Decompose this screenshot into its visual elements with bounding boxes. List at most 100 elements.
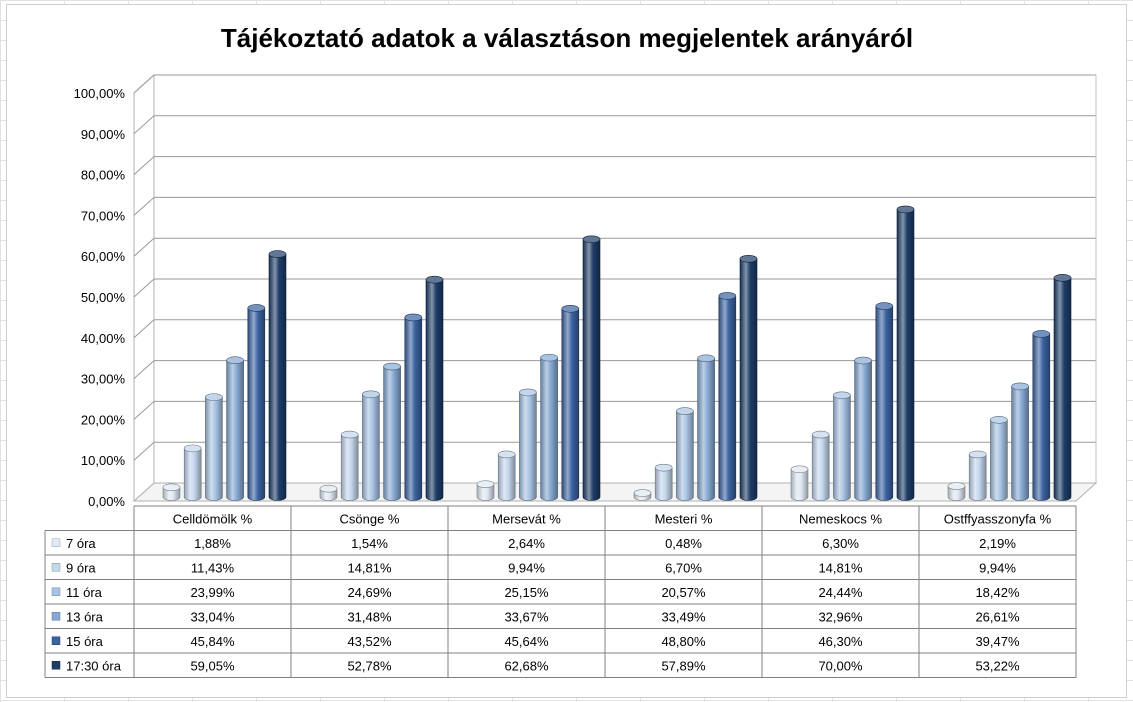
y-tick-label: 10,00% (81, 453, 126, 468)
legend-key (51, 538, 61, 547)
data-label: 6,70% (665, 560, 702, 575)
bar (425, 275, 444, 501)
bar (247, 304, 266, 501)
bar (1053, 274, 1072, 501)
data-label: 32,96% (818, 609, 863, 624)
y-tick-label: 100,00% (74, 86, 126, 101)
chart-area[interactable]: Tájékoztató adatok a választáson megjele… (6, 4, 1127, 698)
data-label: 57,89% (661, 658, 706, 673)
y-tick-label: 80,00% (81, 168, 126, 183)
gridline (133, 278, 1096, 298)
bar (854, 356, 872, 501)
data-label: 18,42% (975, 585, 1020, 600)
data-label: 11,43% (191, 560, 235, 575)
data-label: 9,94% (508, 560, 545, 575)
gridline (133, 196, 1096, 216)
bar (183, 444, 202, 501)
y-tick-label: 90,00% (81, 127, 126, 142)
data-label: 1,54% (351, 536, 388, 551)
category-label: Csönge % (340, 511, 400, 526)
bar (519, 388, 537, 501)
gridline (133, 360, 1096, 379)
data-label: 1,88% (194, 536, 231, 551)
gridline (133, 115, 1096, 135)
data-label: 45,84% (190, 634, 235, 649)
series-label: 9 óra (66, 560, 96, 575)
data-label: 14,81% (818, 560, 863, 575)
legend-key (51, 636, 61, 645)
bar (362, 390, 380, 501)
data-label: 70,00% (818, 658, 863, 673)
y-axis: 0,00% 10,00% 20,00% 30,00% 40,00% 50,00% 60,00… (74, 86, 126, 509)
category-label: Ostffyasszonyfa % (944, 511, 1052, 526)
gridline (133, 319, 1096, 339)
data-label: 24,44% (818, 585, 863, 600)
series-label: 17:30 óra (66, 658, 122, 673)
data-label: 46,30% (818, 634, 863, 649)
bar (1032, 330, 1051, 501)
data-label: 39,47% (975, 634, 1020, 649)
series-label: 15 óra (66, 634, 104, 649)
bar (790, 465, 809, 501)
data-label: 25,15% (504, 585, 549, 600)
data-label: 20,57% (661, 585, 706, 600)
data-label: 6,30% (822, 536, 859, 551)
series-label: 11 óra (66, 585, 103, 600)
data-label: 9,94% (979, 560, 1016, 575)
category-label: Mesteri % (655, 511, 713, 526)
data-label: 48,80% (661, 634, 706, 649)
category-label: Mersevát % (492, 511, 561, 526)
y-tick-label: 0,00% (88, 494, 125, 509)
bar (739, 255, 758, 501)
gridline (133, 237, 1096, 257)
y-tick-label: 60,00% (81, 249, 126, 264)
data-label: 0,48% (665, 536, 702, 551)
chart-title: Tájékoztató adatok a választáson megjele… (221, 23, 913, 53)
data-label: 14,81% (347, 560, 392, 575)
bar (582, 235, 601, 501)
bar (205, 393, 223, 501)
bar (319, 484, 338, 501)
legend-key (51, 661, 61, 670)
data-table: Celldömölk % Csönge % Mersevát % Mesteri % N… (44, 505, 1077, 678)
bar (476, 480, 495, 501)
bar (718, 292, 737, 501)
bar (676, 407, 694, 501)
bar (383, 362, 401, 501)
data-label: 26,61% (975, 609, 1020, 624)
gridline (133, 156, 1096, 175)
legend-key (51, 587, 61, 596)
bar (340, 430, 359, 501)
y-tick-label: 40,00% (81, 331, 126, 346)
bar (1011, 382, 1029, 501)
data-label: 24,69% (347, 585, 392, 600)
data-label: 33,67% (504, 609, 549, 624)
chart-svg: Tájékoztató adatok a választáson megjele… (44, 23, 1098, 678)
bar (875, 302, 894, 501)
series-label: 7 óra (66, 536, 96, 551)
data-label: 33,04% (190, 609, 235, 624)
y-tick-label: 30,00% (81, 372, 126, 387)
bar (947, 482, 966, 501)
legend-key (51, 563, 61, 572)
gridline (133, 74, 1096, 94)
data-label: 23,99% (190, 585, 235, 600)
data-label: 53,22% (975, 658, 1020, 673)
bar (697, 354, 715, 501)
data-label: 52,78% (347, 658, 392, 673)
data-label: 2,19% (979, 536, 1016, 551)
data-label: 43,52% (347, 634, 392, 649)
bars (162, 205, 1072, 501)
data-label: 2,64% (508, 536, 545, 551)
bar (896, 205, 915, 501)
legend-key (51, 612, 61, 621)
bar (268, 250, 287, 501)
bar (404, 313, 423, 501)
bar (162, 483, 181, 501)
series-label: 13 óra (66, 609, 104, 624)
data-label: 59,05% (190, 658, 235, 673)
bar (497, 450, 516, 501)
y-tick-label: 70,00% (81, 208, 126, 223)
bar (654, 463, 673, 501)
gridline (133, 400, 1096, 420)
